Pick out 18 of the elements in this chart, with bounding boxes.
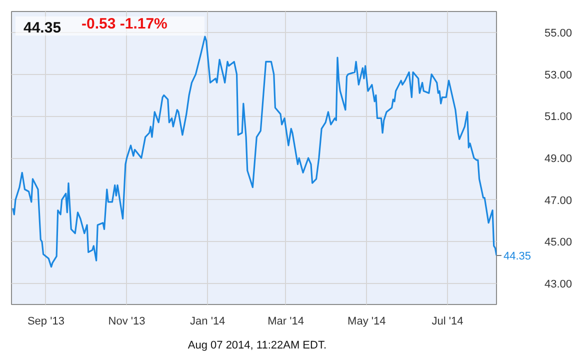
y-tick-label: 55.00 — [544, 27, 572, 40]
x-tick-label: Nov '13 — [108, 316, 146, 328]
y-tick-label: 51.00 — [544, 111, 572, 124]
x-tick-label: Jan '14 — [190, 316, 226, 328]
y-tick-label: 47.00 — [544, 194, 572, 207]
x-tick-label: May '14 — [348, 316, 386, 328]
chart-subtitle: -0.53 -1.17% — [82, 16, 168, 32]
x-tick-label: Sep '13 — [27, 316, 64, 328]
y-tick-label: 45.00 — [544, 236, 572, 249]
x-tick-label: Jul '14 — [432, 316, 464, 328]
text: 44.35 — [24, 20, 62, 36]
y-tick-label: 43.00 — [544, 278, 572, 291]
x-tick-label: Mar '14 — [268, 316, 304, 328]
line-series — [12, 36, 496, 268]
y-tick-label: 49.00 — [544, 153, 572, 165]
annotation: 44.35 — [504, 250, 532, 262]
y-tick-label: 53.00 — [544, 69, 572, 82]
text: Aug 07 2014, 11:22AM EDT. — [188, 340, 327, 352]
